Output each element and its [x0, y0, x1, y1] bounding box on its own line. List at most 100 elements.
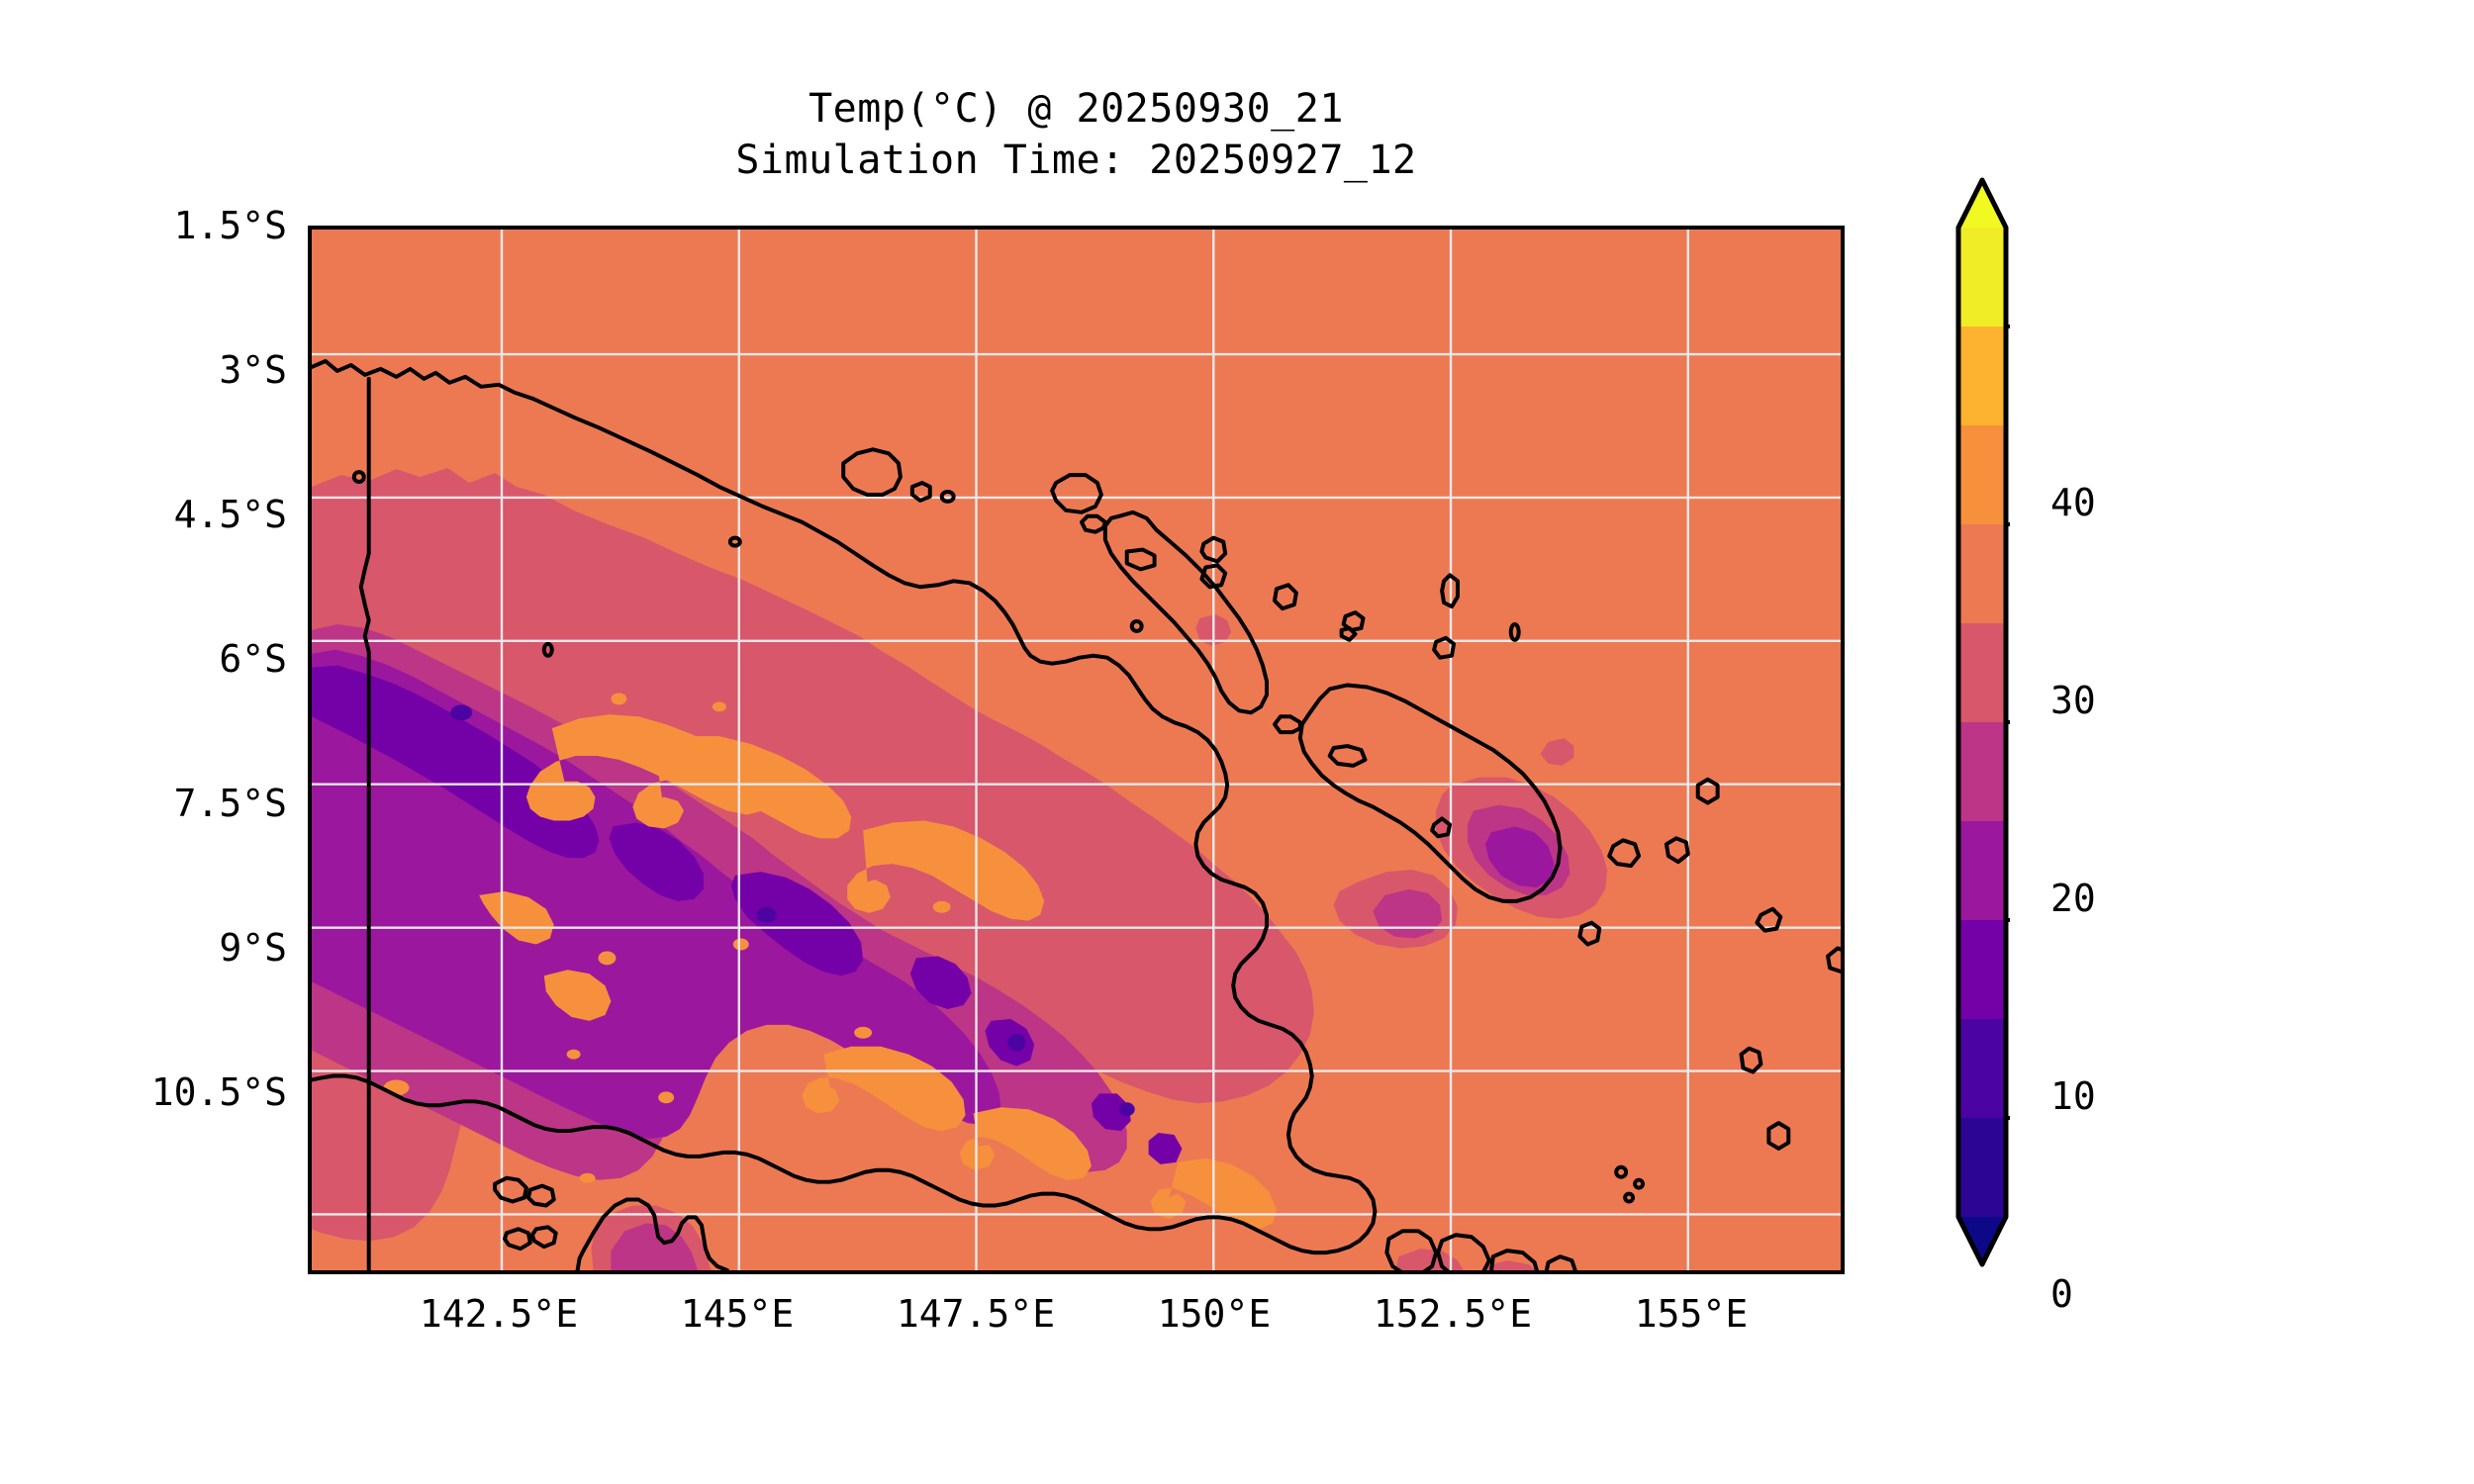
ytick-label-5: 7.5°S [173, 782, 287, 825]
islet-nb-a [1327, 744, 1368, 768]
ytick-label-7: 10.5°S [150, 1070, 287, 1114]
colorbar[interactable]: 40 30 20 10 0 [1954, 176, 2096, 1322]
islet-sol-q [1766, 1121, 1791, 1151]
valley-warm-sw [479, 890, 554, 945]
temperature-contour-map [312, 230, 1841, 1270]
colorbar-outline [1955, 177, 2009, 1267]
cbar-band-35-40 [1958, 326, 2006, 425]
islet-f [1339, 625, 1358, 642]
se-islands-band [1395, 1249, 1464, 1270]
islet-sol-l [1664, 836, 1690, 865]
summit-band-central-b [730, 872, 864, 976]
islet-sol-n [1695, 777, 1720, 805]
cbar-band-20-25 [1958, 623, 2006, 722]
islet-misc-a [351, 470, 366, 485]
xtick-label-6: 155°E [1634, 1292, 1749, 1336]
island-gulf-a [493, 1175, 528, 1204]
summit-band-west [312, 665, 600, 859]
indonesia-png-border [358, 376, 371, 1270]
islet-misc-b [541, 641, 554, 658]
valley-warm-sw-b [543, 970, 612, 1021]
new-hanover [1050, 473, 1103, 514]
cbar-band-0-5 [1958, 1019, 2006, 1118]
title-line-2: Simulation Time: 20250927_12 [735, 138, 1417, 183]
manus-island [841, 447, 903, 497]
valley-warm-owen-b [959, 1107, 1092, 1180]
islet-sol-o [1577, 920, 1602, 947]
xtick-label-4: 150°E [1157, 1292, 1272, 1336]
title-line-1: Temp(°C) @ 20250930_21 [809, 86, 1344, 132]
map-gridlines [312, 230, 1841, 1270]
cape-york-west [575, 1249, 586, 1270]
island-spot-band [1540, 738, 1574, 766]
map-plot-area[interactable] [308, 226, 1845, 1274]
new-ireland [1102, 510, 1269, 715]
xtick-label-5: 152.5°E [1373, 1292, 1533, 1336]
contour-band-5-10 [312, 665, 1183, 1164]
colorbar-tick-label-30: 30 [2050, 679, 2096, 722]
islet-sol-j [1826, 946, 1841, 974]
islet-sol-m [1607, 838, 1642, 869]
islet-sol-p [1739, 1046, 1763, 1074]
islet-e [1341, 610, 1366, 632]
cbar-band-25-30 [1958, 524, 2006, 623]
new-ireland-tip [1079, 513, 1107, 534]
islet-lou-e [1633, 1177, 1646, 1190]
cbar-band-40-45 [1958, 228, 2006, 326]
warm-specks [383, 693, 951, 1183]
colorbar-tick-label-0: 0 [2050, 1272, 2073, 1316]
xtick-label-3: 147.5°E [896, 1292, 1056, 1336]
colorbar-extend-min [1958, 1217, 2006, 1264]
island-gulf-d [529, 1225, 558, 1250]
islet-b [1199, 535, 1228, 564]
new-britain-ridge [1484, 826, 1555, 887]
summit-band-owen-b [1091, 1093, 1131, 1132]
islet-misc-e [1430, 816, 1453, 839]
islet-ni-a [1124, 547, 1157, 572]
islet-lou-f [1623, 1191, 1636, 1204]
valley-warm-a [525, 714, 771, 821]
colorbar-extend-max [1958, 180, 2006, 228]
island-gulf-c [503, 1227, 532, 1252]
summit-band-owen-c [1148, 1133, 1183, 1164]
cape-york-coast [581, 1197, 729, 1270]
colorbar-tick-label-40: 40 [2050, 481, 2096, 524]
cool-specks [450, 704, 1135, 1117]
goodenough-island [1384, 1229, 1439, 1270]
ytick-label-1: 1.5°S [173, 204, 287, 247]
ytick-label-2: 3°S [219, 348, 287, 392]
islet-a [939, 490, 956, 504]
normanby-island [1489, 1249, 1539, 1270]
islet-h [1440, 573, 1460, 609]
cbar-band-m5-0 [1958, 1118, 2006, 1217]
islet-sol-k [1755, 906, 1783, 933]
dentrecasteaux-band [1481, 1260, 1536, 1270]
cbar-band-5-10 [1958, 920, 2006, 1019]
coastlines [312, 359, 1841, 1270]
cbar-band-30-35 [1958, 425, 2006, 524]
islet-i [1508, 621, 1521, 642]
cbar-band-15-20 [1958, 722, 2006, 821]
colorbar-tick-label-20: 20 [2050, 877, 2096, 920]
islet-misc-d [1129, 619, 1144, 633]
colorbar-gradient [1955, 177, 2010, 1267]
islet-d [1272, 583, 1298, 611]
fergusson-island [1436, 1233, 1491, 1270]
islet-lou-d [1614, 1164, 1629, 1179]
colorbar-tick-label-10: 10 [2050, 1074, 2096, 1118]
xtick-label-1: 142.5°E [419, 1292, 579, 1336]
ytick-label-6: 9°S [219, 926, 287, 970]
islet-c [1199, 563, 1228, 590]
valley-warm-c [847, 820, 1045, 921]
valley-warm-owen [802, 1046, 966, 1132]
new-britain-tip [1272, 714, 1302, 735]
islet-g [1432, 635, 1457, 660]
ytick-label-4: 6°S [219, 637, 287, 681]
islet-misc-c [727, 535, 742, 548]
islet-dent-a [1544, 1254, 1577, 1270]
cbar-band-10-15 [1958, 821, 2006, 920]
new-britain-west-inner [1373, 888, 1443, 939]
valley-warm-b [632, 736, 852, 839]
